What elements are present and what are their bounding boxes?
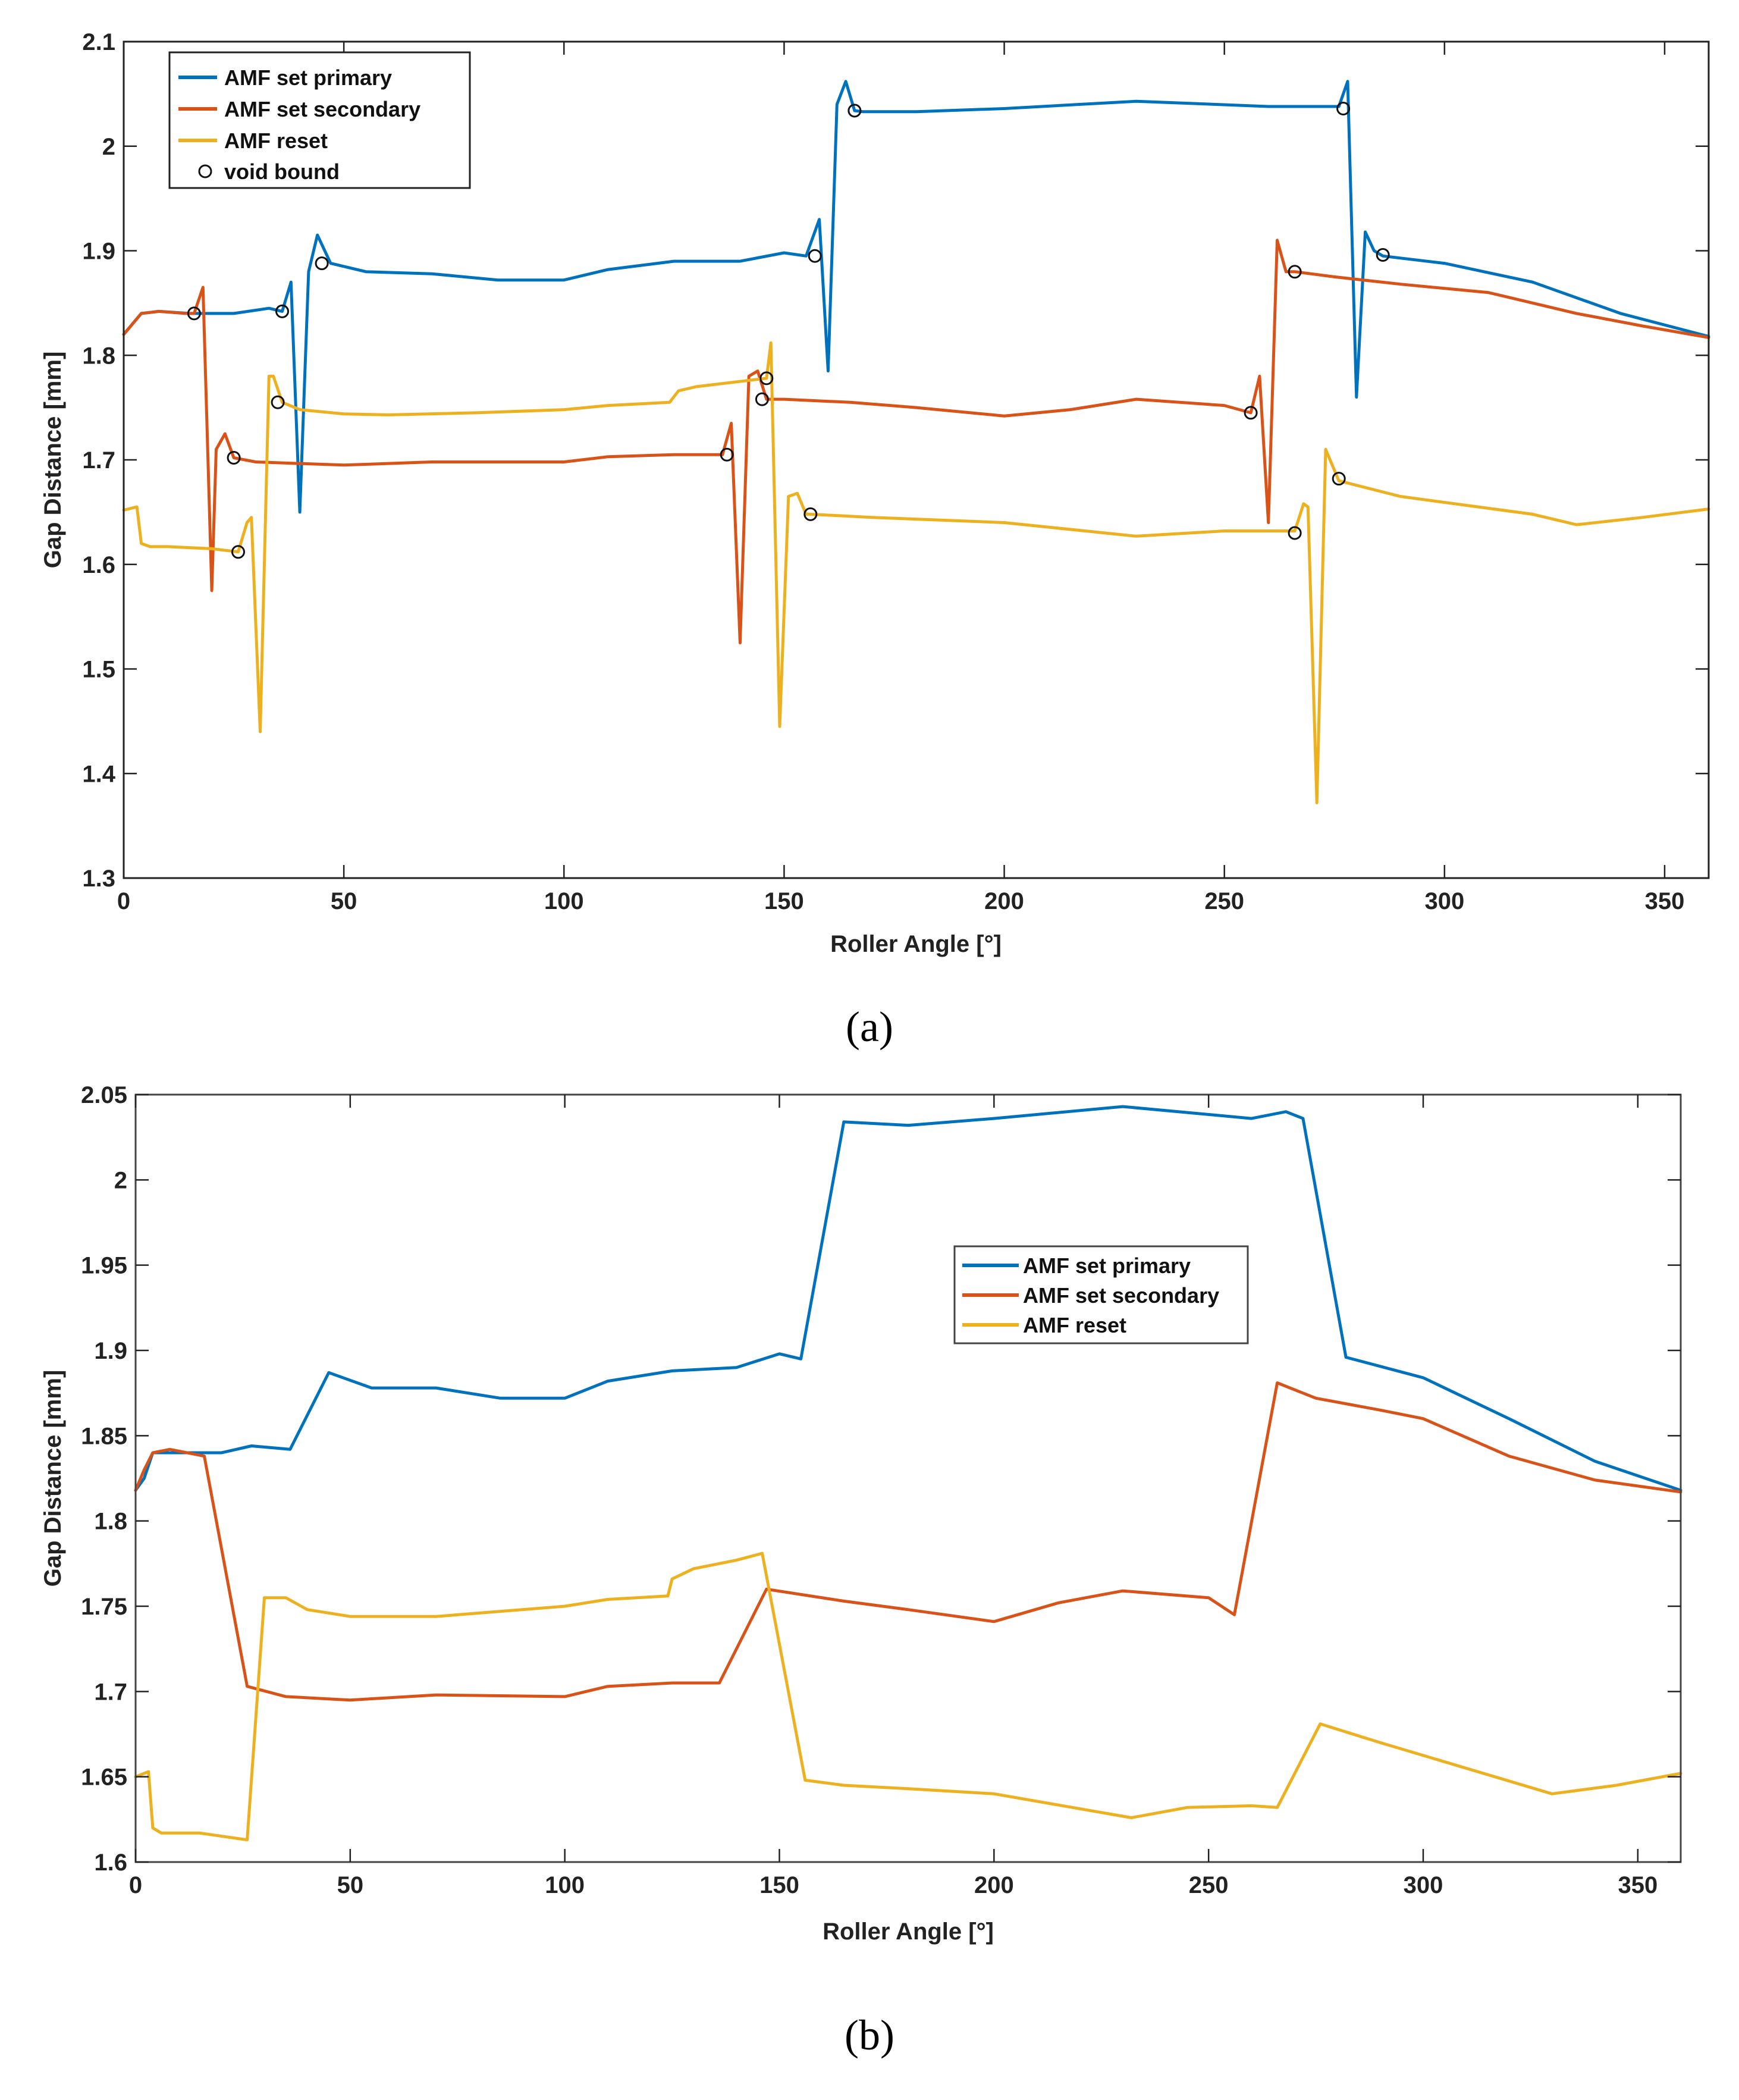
chart-a-x-tick-label: 300 [1424, 888, 1464, 914]
chart-a-y-tick-label: 1.8 [82, 343, 115, 369]
chart-a-void-bound-marker [1288, 265, 1302, 279]
chart-a-y-tick-label: 1.5 [82, 657, 115, 683]
chart-a-x-tick-label: 50 [331, 888, 357, 914]
chart-b-tick-layer: 0 50 100 150 200 250 300 350 1.6 1.65 1.7 1.75 1.8 1.… [81, 1082, 1681, 1898]
chart-a-series-amf-set-primary-line [122, 80, 1710, 514]
chart-b-series-amf-set-secondary-line [134, 1381, 1683, 1702]
chart-a-legend-label-secondary: AMF set secondary [224, 97, 420, 121]
chart-a-legend-box [168, 51, 471, 189]
chart-a-y-tick-label: 2 [102, 134, 115, 160]
chart-b-y-tick-label: 1.8 [94, 1509, 127, 1535]
chart-a-y-tick-label: 1.6 [82, 552, 115, 578]
chart-b-series-amf-reset-line [134, 1552, 1683, 1842]
chart-b-x-tick-label: 100 [545, 1872, 585, 1898]
chart-b-x-tick-label: 50 [337, 1872, 364, 1898]
chart-a-legend: AMF set primary AMF set secondary AMF re… [168, 51, 471, 189]
chart-a-void-bound-marker [1376, 248, 1390, 262]
chart-a-void-bound-marker [315, 256, 329, 271]
chart-a-legend-label-reset: AMF reset [224, 128, 328, 153]
chart-a-void-bound-marker [720, 447, 734, 462]
chart-b-x-tick-label: 300 [1404, 1872, 1443, 1898]
chart-a-x-tick-label: 100 [544, 888, 584, 914]
chart-b-series-amf-set-primary-line [134, 1105, 1683, 1492]
chart-a-void-bound-marker [847, 104, 862, 118]
chart-b-y-tick-label: 2 [114, 1167, 127, 1193]
chart-a-legend-label-void-bound: void bound [224, 159, 340, 184]
chart-b-y-tick-label: 1.6 [94, 1850, 127, 1876]
chart-a-void-bound-marker [803, 507, 818, 521]
caption-b: (b) [845, 2011, 894, 2059]
chart-b-x-tick-label: 250 [1189, 1872, 1229, 1898]
chart-a-marker-layer [187, 102, 1390, 559]
chart-a-x-axis-label: Roller Angle [°] [830, 931, 1002, 957]
chart-b-y-tick-label: 1.9 [94, 1338, 127, 1364]
chart-a-y-tick-label: 1.7 [82, 447, 115, 474]
chart-a-legend-label-primary: AMF set primary [224, 65, 392, 90]
chart-b-x-tick-label: 350 [1618, 1872, 1658, 1898]
chart-a-x-tick-label: 250 [1204, 888, 1244, 914]
chart-a-y-tick-label: 2.1 [82, 29, 115, 55]
chart-a-void-bound-marker [759, 371, 774, 385]
chart-a-x-tick-label: 350 [1645, 888, 1685, 914]
chart-b-y-tick-label: 2.05 [81, 1082, 127, 1108]
chart-panel-b: 0 50 100 150 200 250 300 350 1.6 1.65 1.7 1.75 1.8 1.… [40, 1082, 1683, 2059]
caption-a: (a) [846, 1003, 893, 1051]
chart-a-void-bound-marker [271, 395, 285, 409]
chart-a-void-bound-marker [808, 249, 822, 263]
chart-b-y-tick-label: 1.7 [94, 1679, 127, 1705]
chart-b-x-tick-label: 200 [974, 1872, 1014, 1898]
chart-b-y-tick-label: 1.65 [81, 1764, 127, 1791]
chart-b-x-axis-label: Roller Angle [°] [823, 1919, 994, 1945]
chart-a-tick-layer: 0 50 100 150 200 250 300 350 1.3 1.4 1.5 1.6 1.7 1.8 1… [82, 29, 1709, 914]
chart-a-void-bound-marker [755, 392, 769, 406]
chart-b-legend: AMF set primary AMF set secondary AMF re… [953, 1245, 1249, 1344]
chart-b-x-tick-label: 0 [129, 1872, 142, 1898]
chart-a-x-tick-label: 200 [984, 888, 1024, 914]
chart-a-void-bound-marker [231, 545, 245, 559]
chart-b-y-tick-label: 1.85 [81, 1423, 127, 1449]
chart-a-series-layer [122, 80, 1710, 804]
chart-b-x-tick-label: 150 [759, 1872, 799, 1898]
chart-a-void-bound-marker [1288, 526, 1302, 540]
chart-b-series-layer [134, 1105, 1683, 1842]
chart-a-void-bound-marker [1332, 472, 1346, 486]
chart-b-y-axis-label: Gap Distance [mm] [40, 1370, 66, 1587]
chart-b-legend-label-secondary: AMF set secondary [1023, 1283, 1219, 1308]
chart-b-y-tick-label: 1.95 [81, 1253, 127, 1279]
chart-a-legend-swatch-void-bound [198, 164, 212, 178]
chart-a-y-tick-label: 1.9 [82, 239, 115, 265]
chart-a-void-bound-marker [187, 306, 201, 321]
chart-b-legend-label-primary: AMF set primary [1023, 1253, 1191, 1278]
chart-a-void-bound-marker [275, 304, 289, 318]
chart-a-x-tick-label: 0 [117, 888, 130, 914]
chart-a-x-tick-label: 150 [764, 888, 804, 914]
chart-a-series-amf-set-secondary-line [122, 239, 1710, 645]
chart-b-plot-frame [134, 1093, 1682, 1863]
chart-panel-a: 0 50 100 150 200 250 300 350 1.3 1.4 1.5 1.6 1.7 1.8 1… [40, 29, 1710, 1051]
chart-a-void-bound-marker [1244, 406, 1258, 420]
chart-a-series-amf-reset-line [122, 341, 1710, 804]
chart-a-y-axis-label: Gap Distance [mm] [40, 352, 66, 569]
chart-a-y-tick-label: 1.4 [82, 761, 115, 787]
chart-a-void-bound-marker [227, 451, 241, 465]
chart-b-y-tick-label: 1.75 [81, 1594, 127, 1620]
chart-a-y-tick-label: 1.3 [82, 866, 115, 892]
chart-b-legend-label-reset: AMF reset [1023, 1313, 1126, 1337]
chart-a-void-bound-marker [1336, 102, 1351, 115]
